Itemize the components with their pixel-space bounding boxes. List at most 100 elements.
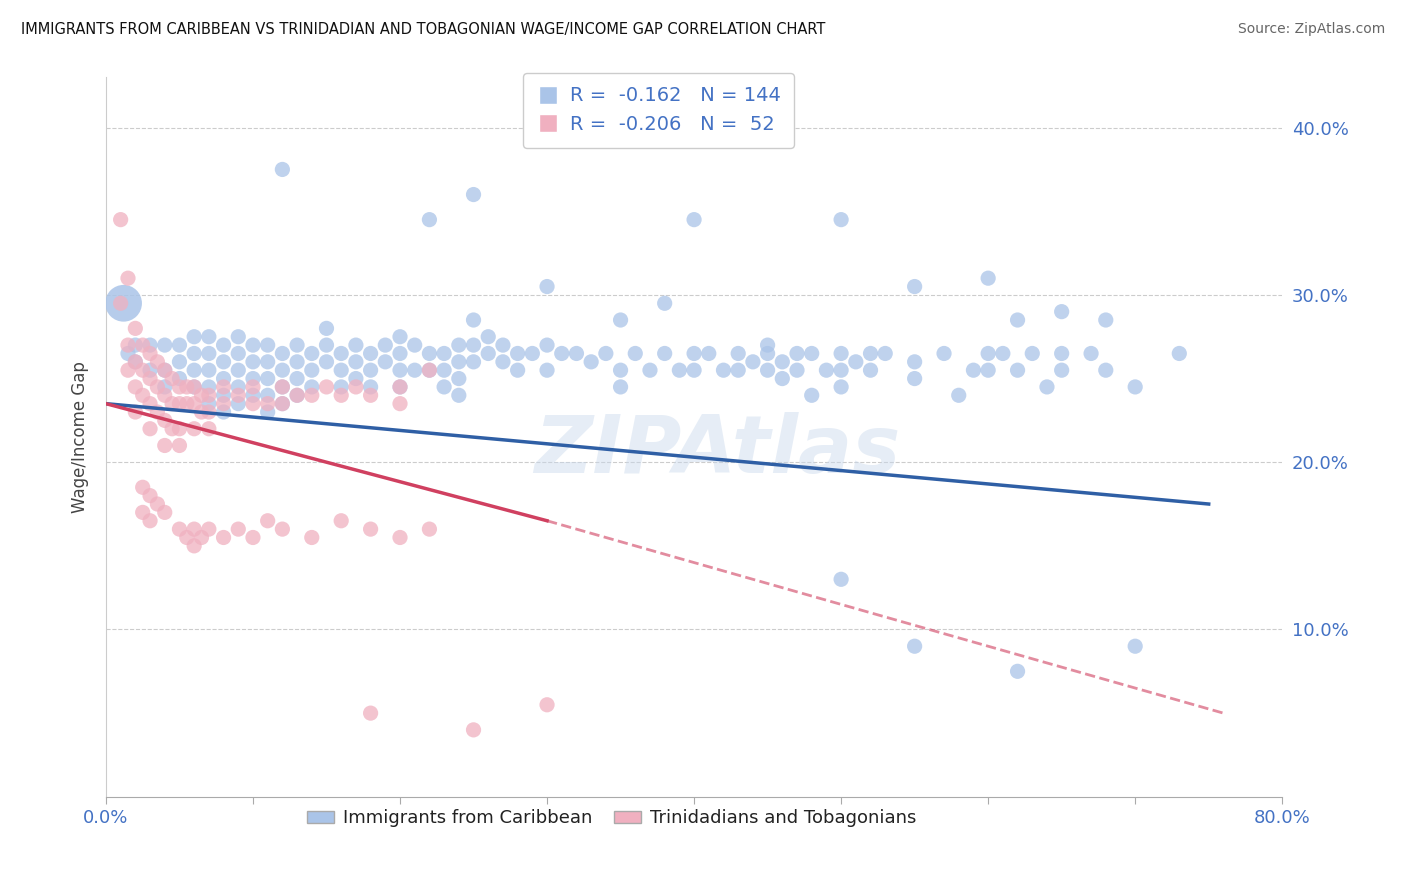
Point <box>741 355 763 369</box>
Point <box>198 380 221 394</box>
Point <box>146 355 169 369</box>
Point <box>271 380 294 394</box>
Point <box>153 505 176 519</box>
Point <box>904 279 927 293</box>
Point <box>285 371 308 385</box>
Point <box>242 397 264 411</box>
Point <box>256 371 278 385</box>
Point <box>388 380 411 394</box>
Point <box>226 388 249 402</box>
Point <box>190 388 212 402</box>
Point <box>315 338 337 352</box>
Point <box>845 355 868 369</box>
Point <box>447 338 470 352</box>
Point <box>977 363 1000 377</box>
Point <box>330 380 353 394</box>
Point <box>124 355 146 369</box>
Point <box>418 363 440 377</box>
Point <box>388 363 411 377</box>
Point <box>683 363 706 377</box>
Point <box>315 380 337 394</box>
Point <box>271 363 294 377</box>
Point <box>212 355 235 369</box>
Point <box>904 355 927 369</box>
Point <box>198 397 221 411</box>
Point <box>242 371 264 385</box>
Point <box>242 388 264 402</box>
Point <box>683 212 706 227</box>
Point <box>360 363 382 377</box>
Point <box>506 346 529 360</box>
Y-axis label: Wage/Income Gap: Wage/Income Gap <box>72 361 89 513</box>
Point <box>830 346 852 360</box>
Point <box>169 397 191 411</box>
Point <box>160 397 183 411</box>
Point <box>183 380 205 394</box>
Point <box>176 380 198 394</box>
Point <box>242 380 264 394</box>
Point <box>1050 363 1073 377</box>
Point <box>256 338 278 352</box>
Point <box>212 405 235 419</box>
Point <box>153 363 176 377</box>
Point <box>301 388 323 402</box>
Point <box>226 330 249 344</box>
Point <box>1094 313 1116 327</box>
Point <box>830 380 852 394</box>
Point <box>579 355 602 369</box>
Point <box>124 405 146 419</box>
Point <box>551 346 574 360</box>
Point <box>786 363 808 377</box>
Point <box>830 212 852 227</box>
Point <box>183 397 205 411</box>
Point <box>139 514 162 528</box>
Point <box>139 346 162 360</box>
Point <box>447 388 470 402</box>
Point <box>153 438 176 452</box>
Point <box>1007 665 1029 679</box>
Text: IMMIGRANTS FROM CARIBBEAN VS TRINIDADIAN AND TOBAGONIAN WAGE/INCOME GAP CORRELAT: IMMIGRANTS FROM CARIBBEAN VS TRINIDADIAN… <box>21 22 825 37</box>
Point <box>1080 346 1102 360</box>
Point <box>404 363 426 377</box>
Point <box>183 380 205 394</box>
Point <box>226 397 249 411</box>
Point <box>388 330 411 344</box>
Point <box>110 212 132 227</box>
Point <box>756 338 779 352</box>
Point <box>786 346 808 360</box>
Point <box>932 346 955 360</box>
Point <box>256 405 278 419</box>
Point <box>433 363 456 377</box>
Point <box>256 355 278 369</box>
Point <box>654 346 676 360</box>
Point <box>388 346 411 360</box>
Point <box>131 388 153 402</box>
Point <box>212 531 235 545</box>
Point <box>169 355 191 369</box>
Point <box>212 338 235 352</box>
Point <box>388 380 411 394</box>
Point <box>609 363 631 377</box>
Point <box>668 363 690 377</box>
Point <box>183 330 205 344</box>
Point <box>697 346 720 360</box>
Point <box>271 397 294 411</box>
Point <box>212 380 235 394</box>
Point <box>477 346 499 360</box>
Point <box>153 380 176 394</box>
Point <box>169 338 191 352</box>
Point <box>756 363 779 377</box>
Point <box>271 522 294 536</box>
Point <box>330 346 353 360</box>
Point <box>904 371 927 385</box>
Point <box>565 346 588 360</box>
Text: ZIPAtlas: ZIPAtlas <box>534 412 901 491</box>
Point <box>344 371 367 385</box>
Point <box>330 514 353 528</box>
Point <box>388 397 411 411</box>
Point <box>153 363 176 377</box>
Point <box>271 162 294 177</box>
Point <box>117 338 139 352</box>
Point <box>271 380 294 394</box>
Point <box>183 422 205 436</box>
